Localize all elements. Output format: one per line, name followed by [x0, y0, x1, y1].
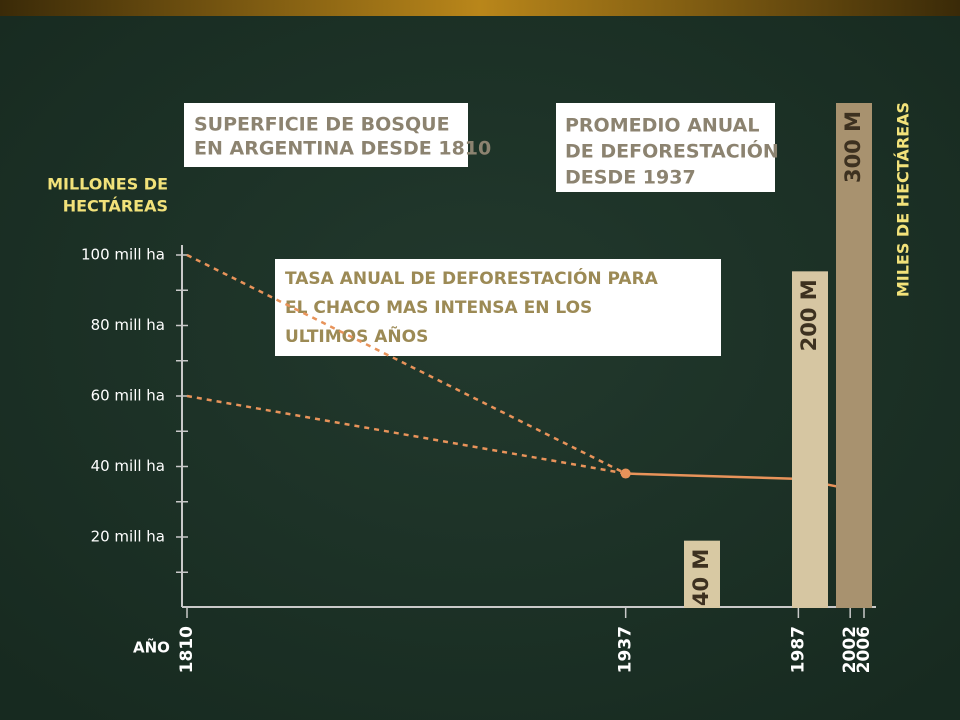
y-tick-label: 20 mill ha [91, 528, 165, 546]
annotation: ULTIMOS AÑOS [285, 324, 428, 347]
y-tick-label: 80 mill ha [91, 316, 165, 334]
x-tick-label: 2002 [840, 626, 860, 673]
annotation: TASA ANUAL DE DEFORESTACIÓN PARA [285, 267, 659, 289]
annotation: EL CHACO MAS INTENSA EN LOS [285, 298, 592, 318]
top-band [0, 0, 960, 16]
y-tick-label: 60 mill ha [91, 387, 165, 405]
bar-value-label: 40 M [689, 549, 713, 606]
chart-title: PROMEDIO ANUAL [565, 115, 759, 137]
y-axis-label: MILLONES DE [47, 175, 168, 194]
series-line [186, 253, 627, 475]
point [620, 468, 631, 479]
x-axis-label: AÑO [133, 638, 170, 657]
bar-value-label: 200 M [797, 279, 821, 351]
x-tick-label: 1987 [788, 626, 808, 673]
annotation-box [275, 259, 721, 356]
x-tick-label: 1810 [177, 626, 197, 673]
chart-title: DE DEFORESTACIÓN [565, 139, 779, 163]
x-tick-label: 2006 [854, 626, 874, 673]
bar [836, 103, 872, 608]
title-box [556, 103, 775, 192]
chart-title: SUPERFICIE DE BOSQUE [194, 114, 450, 136]
y-tick-label: 100 mill ha [81, 246, 165, 264]
bar-value-label: 300 M [841, 111, 865, 183]
title-box [184, 103, 468, 167]
chart-title: DESDE 1937 [565, 167, 696, 189]
series-line [186, 394, 626, 475]
y-axis-label: MILES DE HECTÁREAS [894, 102, 913, 297]
bar [684, 540, 720, 608]
y-tick-label: 40 mill ha [91, 457, 165, 475]
x-tick-label: 1937 [616, 626, 636, 673]
chart-title: EN ARGENTINA DESDE 1810 [194, 138, 491, 160]
bar [792, 271, 828, 608]
y-axis-label: HECTÁREAS [63, 197, 168, 216]
